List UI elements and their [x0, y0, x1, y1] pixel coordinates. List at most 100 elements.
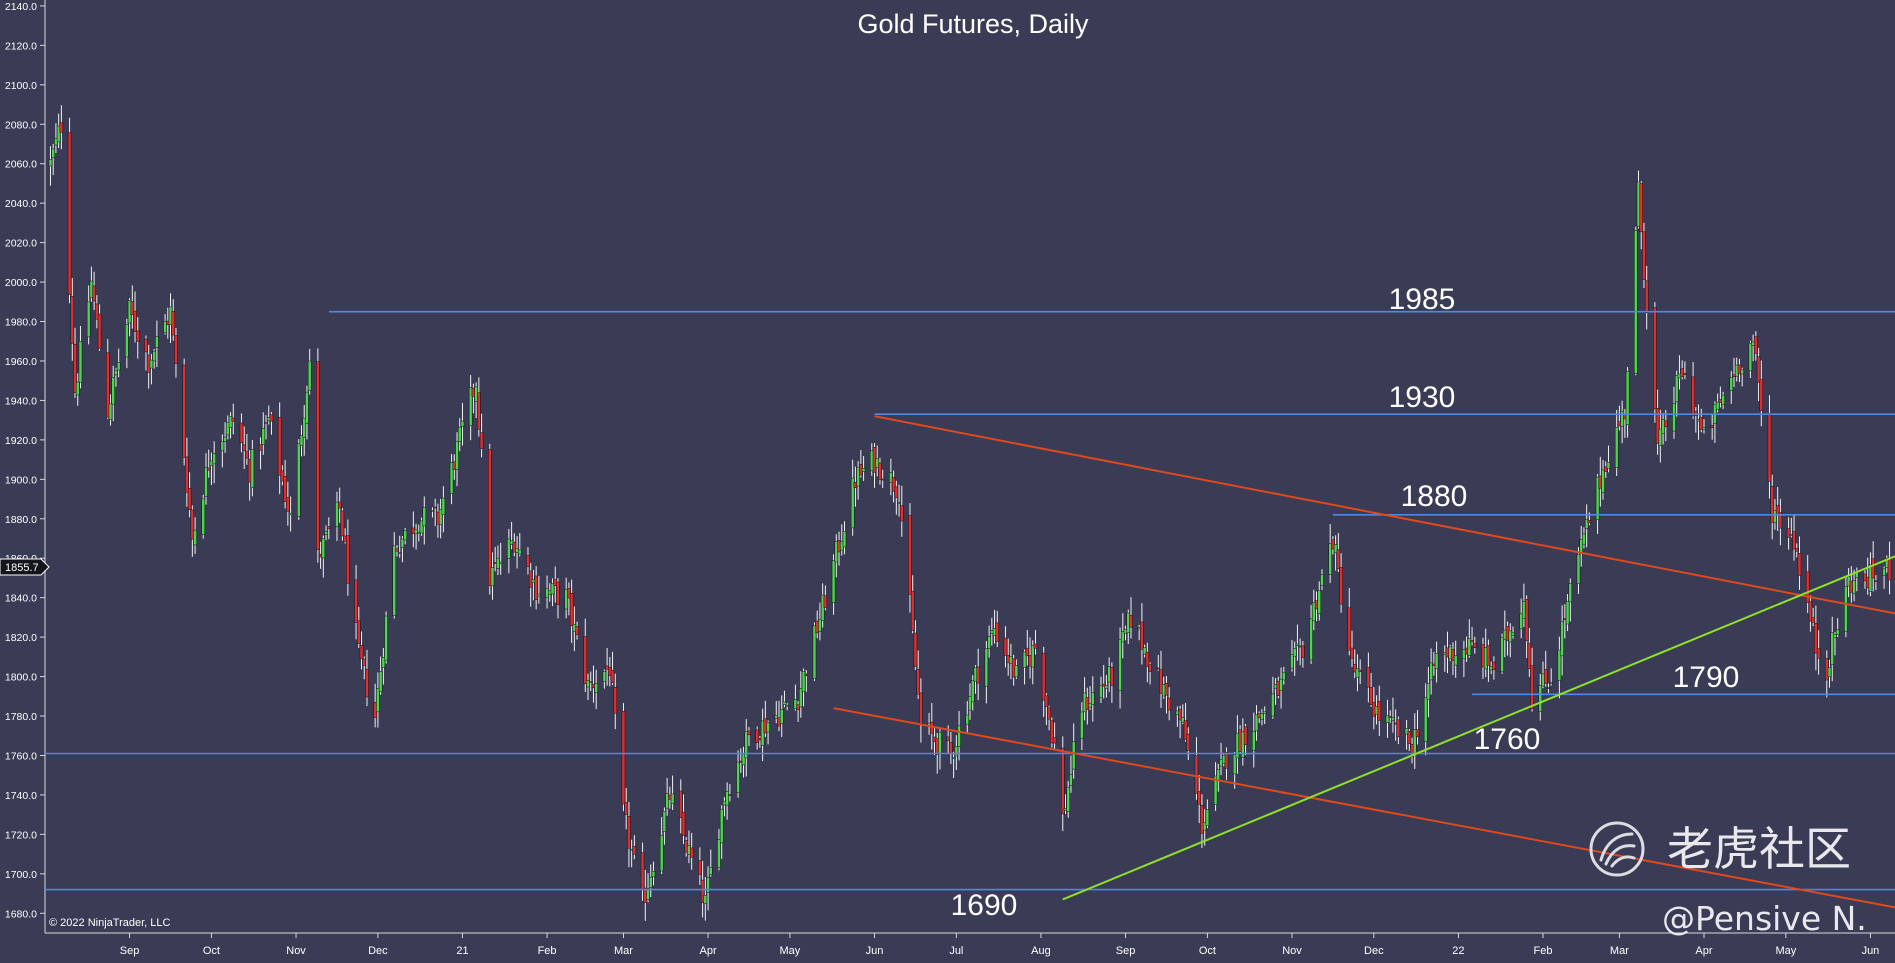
- candle-down: [1808, 601, 1813, 622]
- level-label-1930: 1930: [1389, 381, 1456, 414]
- candle-down: [583, 636, 588, 684]
- candle-up: [588, 681, 593, 683]
- candle-down: [1473, 643, 1477, 649]
- x-tick-label: Dec: [368, 945, 388, 957]
- candle-up: [419, 520, 424, 534]
- candle-up: [1729, 377, 1734, 391]
- candle-down: [144, 338, 148, 353]
- candle-down: [1530, 665, 1534, 710]
- candle-up: [965, 714, 970, 725]
- candle-up: [441, 497, 446, 515]
- x-tick-label: Feb: [538, 945, 557, 957]
- candle-down: [1110, 666, 1114, 686]
- x-tick-label: 21: [456, 945, 468, 957]
- candle-up: [1205, 809, 1210, 826]
- candle-up: [381, 657, 386, 668]
- candle-up: [703, 894, 708, 904]
- candle-down: [1194, 755, 1199, 794]
- candle-down: [621, 711, 626, 805]
- candle-up: [951, 757, 956, 759]
- candle-up: [1672, 403, 1676, 432]
- y-tick-label: 1980.0: [5, 317, 37, 329]
- candle-up: [564, 589, 568, 610]
- candle-down: [1767, 413, 1772, 482]
- candle-down: [610, 669, 615, 684]
- candle-down: [1797, 553, 1802, 576]
- candle-up: [1715, 401, 1720, 410]
- candle-down: [357, 620, 361, 644]
- last-price-tag: [0, 558, 50, 576]
- candle-up: [1674, 375, 1679, 403]
- candle-down: [1655, 408, 1660, 444]
- candle-up: [717, 839, 721, 868]
- candle-up: [1088, 703, 1092, 708]
- y-tick-label: 1900.0: [5, 474, 37, 486]
- candle-up: [324, 531, 328, 535]
- candle-down: [258, 444, 263, 451]
- x-tick-label: Mar: [1610, 945, 1629, 957]
- candle-up: [490, 567, 495, 587]
- candle-up: [1582, 533, 1586, 545]
- candle-up: [1852, 580, 1856, 594]
- candle-down: [1887, 558, 1892, 581]
- candle-up: [736, 761, 740, 793]
- candle-up: [422, 507, 427, 527]
- candle-up: [1118, 639, 1122, 691]
- candle-up: [1279, 678, 1283, 691]
- candle-up: [1748, 342, 1753, 372]
- candle-up: [968, 696, 972, 711]
- candle-up: [1702, 427, 1706, 430]
- y-tick-label: 2000.0: [5, 277, 37, 289]
- candle-up: [1560, 621, 1564, 657]
- y-tick-label: 1960.0: [5, 356, 37, 368]
- candle-down: [340, 510, 345, 537]
- candle-down: [640, 852, 645, 891]
- candle-down: [67, 132, 72, 296]
- candle-down: [245, 451, 249, 459]
- candle-up: [1576, 554, 1581, 585]
- candle-down: [995, 622, 1000, 642]
- candle-up: [785, 704, 789, 707]
- candle-up: [1031, 645, 1035, 668]
- watermark-author: @Pensive N.: [1662, 899, 1867, 938]
- candle-up: [1014, 665, 1019, 678]
- candle-up: [108, 403, 113, 420]
- candle-up: [1232, 754, 1237, 775]
- last-price-marker: 1855.7: [0, 558, 50, 576]
- candle-up: [1634, 230, 1638, 374]
- candle-down: [1197, 791, 1201, 805]
- candle-up: [818, 619, 822, 632]
- copyright-notice: © 2022 NinjaTrader, LLC: [49, 917, 170, 929]
- candle-up: [1121, 631, 1125, 643]
- candle-down: [362, 658, 366, 666]
- candle-up: [793, 699, 798, 709]
- candle-down: [1710, 425, 1714, 429]
- candle-down: [624, 802, 628, 815]
- candle-down: [1140, 621, 1144, 650]
- y-tick-label: 2140.0: [5, 1, 37, 13]
- candle-up: [850, 477, 855, 529]
- candle-down: [283, 475, 287, 502]
- candle-down: [681, 811, 686, 836]
- candle-down: [286, 497, 290, 512]
- candle-up: [261, 427, 266, 445]
- candle-down: [1243, 726, 1248, 745]
- x-tick-label: Feb: [1534, 945, 1553, 957]
- x-tick-label: Oct: [203, 945, 220, 957]
- candle-up: [1844, 586, 1848, 632]
- candle-down: [946, 736, 950, 741]
- candle-down: [1415, 729, 1420, 737]
- candle-up: [1835, 629, 1840, 636]
- candle-down: [880, 478, 885, 481]
- candle-up: [586, 680, 590, 688]
- candle-up: [1066, 786, 1070, 812]
- chart-title: Gold Futures, Daily: [857, 9, 1089, 39]
- candle-up: [75, 381, 80, 396]
- candle-up: [297, 443, 301, 517]
- level-label-1880: 1880: [1401, 480, 1468, 513]
- candle-up: [212, 453, 216, 465]
- candle-up: [51, 148, 55, 158]
- candle-up: [1262, 711, 1267, 714]
